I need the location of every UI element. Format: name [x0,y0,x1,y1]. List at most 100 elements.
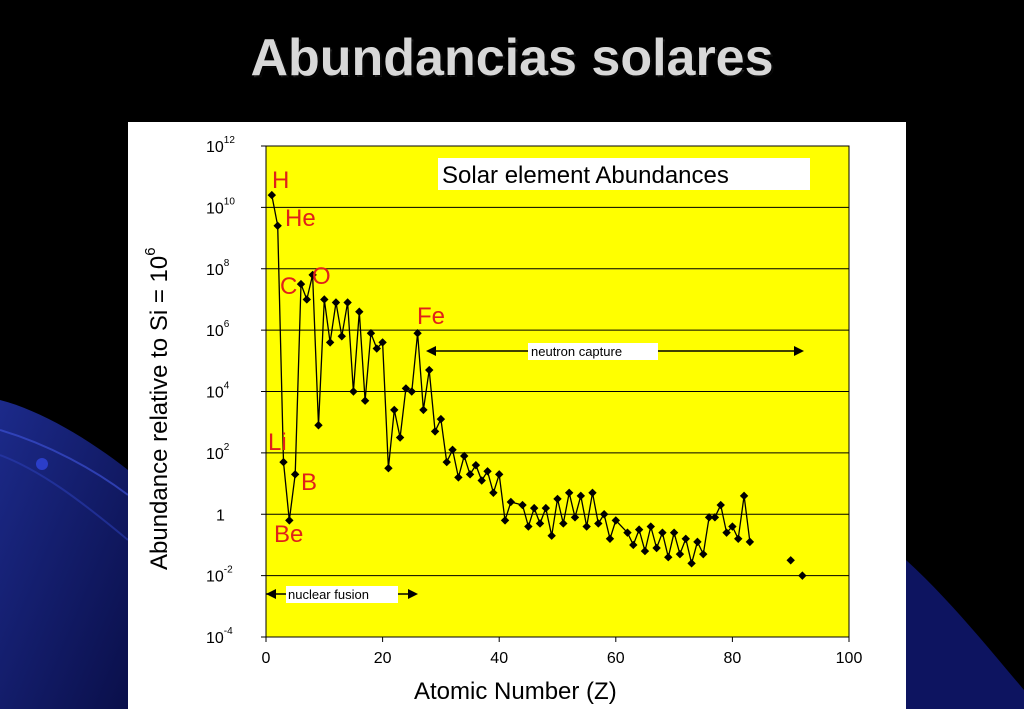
data-point [518,500,527,510]
chart-title: Solar element Abundances [442,162,729,189]
data-point [448,445,457,455]
data-point [378,338,387,347]
data-point [489,488,498,497]
data-point [320,295,329,304]
data-point [675,549,685,559]
data-point [524,522,533,531]
data-point [652,543,661,553]
chart-panel: 1012 1010 108 106 104 102 1 10-2 10-4 0 20 40 60 80 1… [128,122,906,709]
data-point [465,470,475,479]
data-point [570,513,580,522]
nuclear-fusion-label: nuclear fusion [288,587,369,602]
data-point [495,470,504,479]
data-point [710,513,720,522]
data-point [471,460,481,470]
x-tick-label: 80 [724,650,742,667]
element-label-li: Li [268,429,287,456]
data-point [454,473,463,482]
x-tick-label: 20 [374,650,392,667]
slide-title: Abundancias solares [250,29,774,87]
data-point [419,405,428,415]
data-point [658,528,667,537]
data-point [640,546,650,556]
neutron-capture-arrow: neutron capture [426,343,804,360]
data-point [669,528,679,537]
element-label-o: O [312,263,331,290]
data-point [693,537,702,547]
data-point [687,559,696,568]
data-point [349,387,358,396]
y-tick-label: 1010 [206,196,235,217]
data-point [331,298,341,307]
data-point [664,553,673,562]
neutron-capture-label: neutron capture [531,344,622,359]
data-point [442,457,451,467]
data-point [372,344,381,353]
data-point [296,279,306,289]
data-point [425,365,434,375]
data-point [722,528,731,537]
data-point [343,298,352,307]
data-point [634,525,644,534]
y-tick-label: 10-2 [206,565,233,586]
data-point [582,522,591,531]
data-point [436,414,446,424]
x-tick-label: 60 [607,650,625,667]
chart-title-box [438,158,810,190]
data-point [384,464,393,473]
data-point [390,405,399,415]
x-tick-label: 100 [836,650,863,667]
data-point [430,427,440,436]
y-tick-label: 1012 [206,135,235,156]
y-tick-label: 102 [206,442,230,463]
element-label-h: H [272,167,289,194]
data-point [360,396,370,405]
data-point [267,190,277,200]
data-point [599,510,609,519]
y-tick-label: 108 [206,258,230,279]
data-point [629,540,638,550]
data-point [279,457,288,467]
data-point [395,433,405,442]
abundance-chart: 1012 1010 108 106 104 102 1 10-2 10-4 0 20 40 60 80 1… [142,135,863,705]
data-point [401,384,411,393]
y-axis-label-main: Abundance relative to Si = 10 [146,256,173,570]
data-point [407,387,416,396]
data-point [477,476,486,485]
data-point [308,270,317,280]
data-point [716,500,725,510]
data-point [460,451,469,461]
element-label-c: C [280,273,297,300]
data-point [704,513,714,522]
y-tick-label: 104 [206,381,230,402]
y-tick-label: 10-4 [206,626,233,647]
data-point [325,338,335,347]
data-point [413,328,422,338]
x-tick-label: 40 [490,650,508,667]
nuclear-fusion-arrow: nuclear fusion [266,586,418,603]
data-point [739,491,749,501]
y-axis-label-exp: 6 [142,247,159,255]
data-point [646,522,655,531]
data-point [798,571,807,580]
element-label-fe: Fe [417,303,445,330]
data-point [290,470,300,479]
data-point [366,328,376,338]
y-tick-label: 1 [216,507,225,524]
data-point [553,494,562,504]
element-label-he: He [285,205,316,232]
data-point [588,488,597,497]
data-point [337,332,346,341]
data-point [745,537,755,547]
y-tick-label: 106 [206,319,230,340]
y-axis-label: Abundance relative to Si = 106 [142,247,173,570]
data-point [483,467,492,476]
x-axis-label: Atomic Number (Z) [414,678,617,705]
data-point [786,556,795,565]
x-tick-label: 0 [262,650,271,667]
data-point [302,295,312,304]
data-point [728,522,737,531]
element-label-be: Be [274,521,303,548]
element-label-b: B [301,469,317,496]
